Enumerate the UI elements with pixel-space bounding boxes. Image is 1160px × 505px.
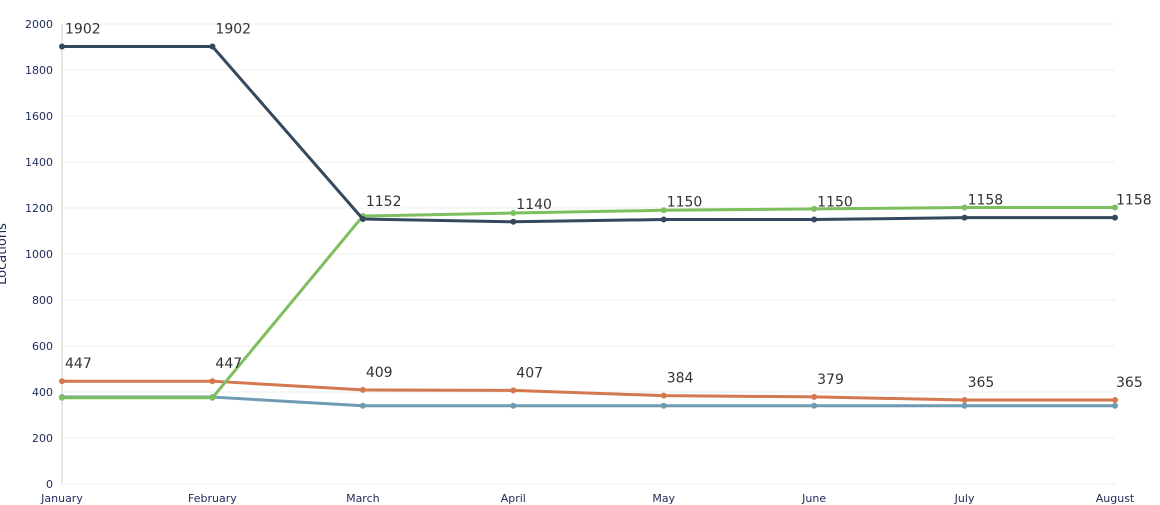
series-dark <box>59 43 1118 225</box>
data-label-dark: 1140 <box>516 197 552 213</box>
data-label-dark: 1158 <box>968 193 1004 209</box>
data-point-blue <box>510 402 517 409</box>
x-tick-label: June <box>801 492 826 505</box>
data-point-green <box>961 204 968 211</box>
data-label-dark: 1150 <box>817 195 853 211</box>
series-green <box>59 204 1118 401</box>
y-tick-label: 0 <box>46 478 53 491</box>
series-line-dark <box>62 45 1115 224</box>
data-point-blue <box>961 402 968 409</box>
y-tick-label: 1200 <box>25 202 53 215</box>
gridlines <box>61 23 1115 485</box>
data-point-green <box>660 207 667 214</box>
data-point-green <box>59 394 65 401</box>
y-axis-ticks: 0 200 400 600 800 1000 1200 1400 1600 1800 2000 <box>25 18 53 491</box>
x-tick-label: March <box>346 492 380 505</box>
data-label-dark: 1902 <box>65 22 101 38</box>
y-tick-label: 1800 <box>25 64 53 77</box>
data-point-green <box>209 394 216 401</box>
data-point-blue <box>359 402 366 409</box>
data-label-dark: 1158 <box>1116 193 1152 209</box>
y-tick-label: 1000 <box>25 248 53 261</box>
data-point-green <box>811 205 818 212</box>
x-tick-label: January <box>40 492 83 505</box>
data-point-dark <box>510 218 517 225</box>
data-point-orange <box>1112 397 1118 404</box>
data-point-orange <box>510 387 517 394</box>
x-tick-label: August <box>1096 492 1135 505</box>
data-label-orange: 409 <box>366 365 393 381</box>
series-line-orange <box>62 379 1115 402</box>
data-point-orange <box>660 392 667 399</box>
data-label-orange: 384 <box>667 371 694 387</box>
data-point-dark <box>359 216 366 223</box>
data-label-orange: 379 <box>817 372 844 388</box>
data-point-dark <box>59 43 65 50</box>
y-tick-label: 800 <box>32 294 53 307</box>
series-line-blue <box>62 395 1115 408</box>
data-point-dark <box>811 216 818 223</box>
data-label-orange: 447 <box>65 356 92 372</box>
data-point-orange <box>209 378 216 385</box>
x-tick-label: April <box>501 492 526 505</box>
data-label-dark: 1150 <box>667 195 703 211</box>
x-axis-ticks: January February March April May June July Augu… <box>40 492 1135 505</box>
data-point-dark <box>660 216 667 223</box>
data-point-dark <box>209 43 216 50</box>
data-label-dark: 1902 <box>215 22 251 38</box>
data-label-orange: 407 <box>516 365 543 381</box>
data-point-orange <box>961 397 968 404</box>
series-line-green <box>62 206 1115 400</box>
y-tick-label: 1400 <box>25 156 53 169</box>
y-axis-title: Locations <box>0 223 10 285</box>
y-tick-label: 2000 <box>25 18 53 31</box>
data-label-orange: 365 <box>968 375 995 391</box>
data-point-green <box>1112 204 1118 211</box>
data-point-blue <box>1112 402 1118 409</box>
data-point-orange <box>59 378 65 385</box>
x-tick-label: July <box>954 492 975 505</box>
data-point-dark <box>961 214 968 221</box>
data-point-blue <box>660 402 667 409</box>
series-lines <box>59 43 1118 409</box>
data-point-green <box>510 210 517 217</box>
data-point-dark <box>1112 214 1118 221</box>
data-label-orange: 447 <box>215 356 242 372</box>
x-tick-label: May <box>652 492 675 505</box>
data-label-orange: 365 <box>1116 375 1143 391</box>
data-labels: 447 447 409 407 384 379 365 365 1902 1902 1152 1140… <box>65 22 1152 392</box>
data-point-orange <box>359 386 366 393</box>
y-tick-label: 200 <box>32 432 53 445</box>
data-point-blue <box>811 402 818 409</box>
data-point-orange <box>811 393 818 400</box>
data-label-dark: 1152 <box>366 194 402 210</box>
y-tick-label: 1600 <box>25 110 53 123</box>
y-tick-label: 400 <box>32 386 53 399</box>
y-tick-label: 600 <box>32 340 53 353</box>
x-tick-label: February <box>188 492 237 505</box>
series-orange <box>59 378 1118 404</box>
